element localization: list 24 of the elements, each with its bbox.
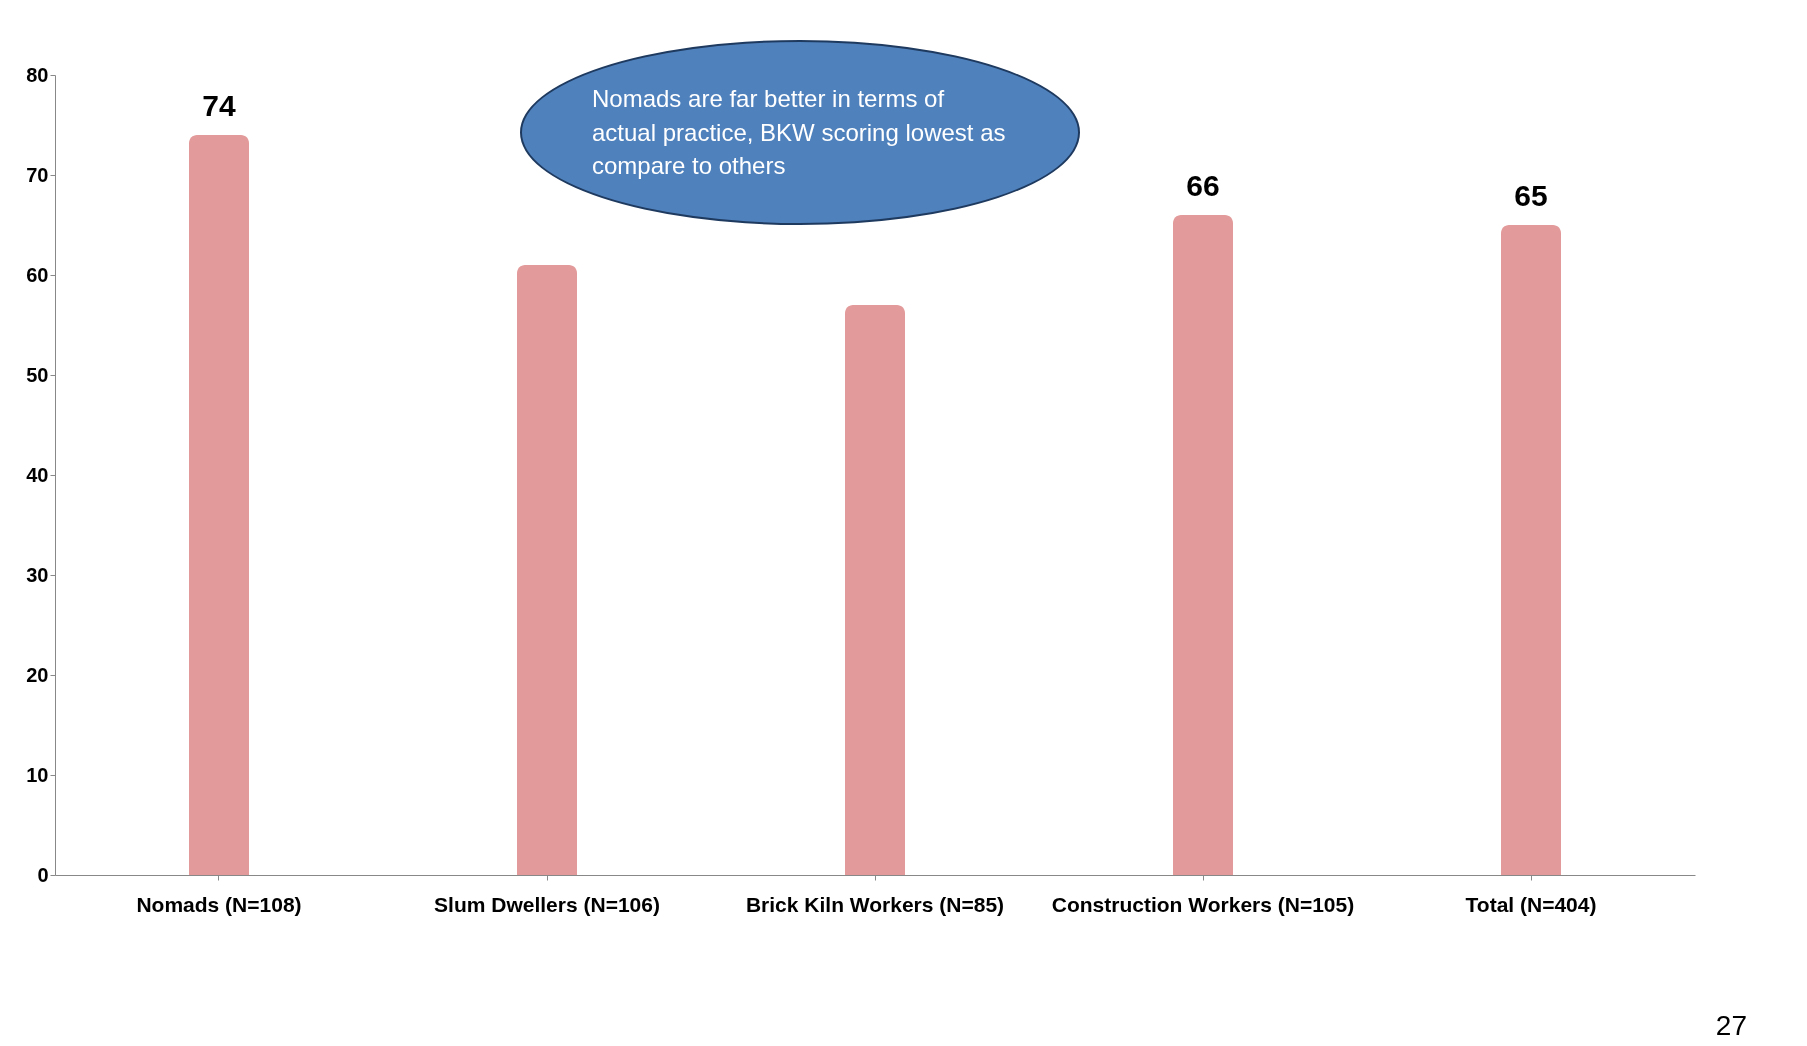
- data-label: 74: [202, 89, 236, 122]
- text: 27: [1715, 1010, 1747, 1042]
- y-tick-label: 80: [26, 63, 49, 86]
- thought-cloud: Nomads are far better in terms of actual practice, BKW scoring lowest as compare to others: [520, 40, 1080, 225]
- y-tick-label: 40: [26, 463, 49, 486]
- bar: [1173, 215, 1233, 875]
- bar: [1501, 225, 1561, 875]
- y-tick-label: 20: [26, 663, 49, 686]
- x-tick-label: Total (N=404): [1465, 892, 1597, 916]
- y-tick-label: 70: [26, 163, 49, 186]
- x-tick-label: Slum Dwellers (N=106): [434, 892, 660, 916]
- x-tick-label: Brick Kiln Workers (N=85): [745, 892, 1005, 916]
- bar: [517, 265, 577, 875]
- y-tick-label: 30: [26, 563, 49, 586]
- data-label: 66: [1186, 169, 1220, 202]
- y-tick-label: 60: [26, 263, 49, 286]
- y-tick-label: 0: [37, 863, 49, 886]
- y-tick-label: 50: [26, 363, 49, 386]
- x-tick-label: Construction Workers (N=105): [1051, 892, 1355, 916]
- data-label: 65: [1514, 179, 1548, 212]
- bar: [845, 305, 905, 875]
- y-tick-label: 10: [26, 763, 49, 786]
- x-tick-label: Nomads (N=108): [136, 892, 302, 916]
- bar: [189, 135, 249, 875]
